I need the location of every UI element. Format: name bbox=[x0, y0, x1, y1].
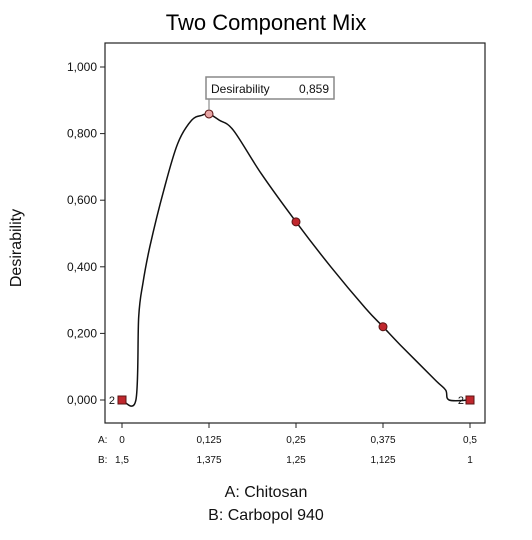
annotation-value: 0,859 bbox=[299, 82, 329, 96]
plot-frame bbox=[104, 42, 486, 424]
x-tick-label: 1,25 bbox=[286, 455, 306, 466]
point-count-label: 2 bbox=[458, 395, 464, 407]
x-row-prefix: A: bbox=[98, 435, 107, 446]
x-tick-label: 0,375 bbox=[370, 435, 395, 446]
x-tick-label: 1,375 bbox=[196, 455, 221, 466]
y-tick-label: 0,400 bbox=[67, 260, 97, 274]
x-axis-label-a: A: Chitosan bbox=[224, 484, 308, 501]
point-count-label: 2 bbox=[109, 395, 115, 407]
x-tick-label: 0,25 bbox=[286, 435, 306, 446]
x-tick-label: 1 bbox=[467, 455, 473, 466]
y-axis-label: Desirability bbox=[8, 208, 25, 288]
design-point bbox=[117, 395, 127, 405]
annotation-box bbox=[205, 76, 335, 100]
design-point bbox=[465, 395, 475, 405]
y-tick-label: 0,800 bbox=[67, 127, 97, 141]
x-row-prefix: B: bbox=[98, 455, 107, 466]
design-point bbox=[378, 322, 388, 332]
x-tick-label: 1,125 bbox=[370, 455, 395, 466]
annotation-label: Desirability bbox=[211, 82, 270, 96]
chart-title: Two Component Mix bbox=[165, 10, 367, 35]
y-tick-label: 0,000 bbox=[67, 393, 97, 407]
y-tick-label: 0,600 bbox=[67, 193, 97, 207]
design-point bbox=[291, 217, 301, 227]
x-tick-label: 1,5 bbox=[115, 455, 129, 466]
desirability-curve bbox=[121, 112, 471, 407]
x-tick-label: 0,5 bbox=[463, 435, 477, 446]
y-tick-label: 0,200 bbox=[67, 326, 97, 340]
x-axis-label-b: B: Carbopol 940 bbox=[208, 507, 324, 524]
y-tick-label: 1,000 bbox=[67, 60, 97, 74]
x-tick-label: 0,125 bbox=[196, 435, 221, 446]
y-axis-label-wrap: Desirability bbox=[2, 209, 32, 287]
x-tick-label: 0 bbox=[119, 435, 125, 446]
design-point bbox=[204, 109, 214, 119]
chart-plot: 0,000 0,200 0,400 0,600 0,800 1,000 A: 0 0,125 0,… bbox=[67, 42, 486, 466]
